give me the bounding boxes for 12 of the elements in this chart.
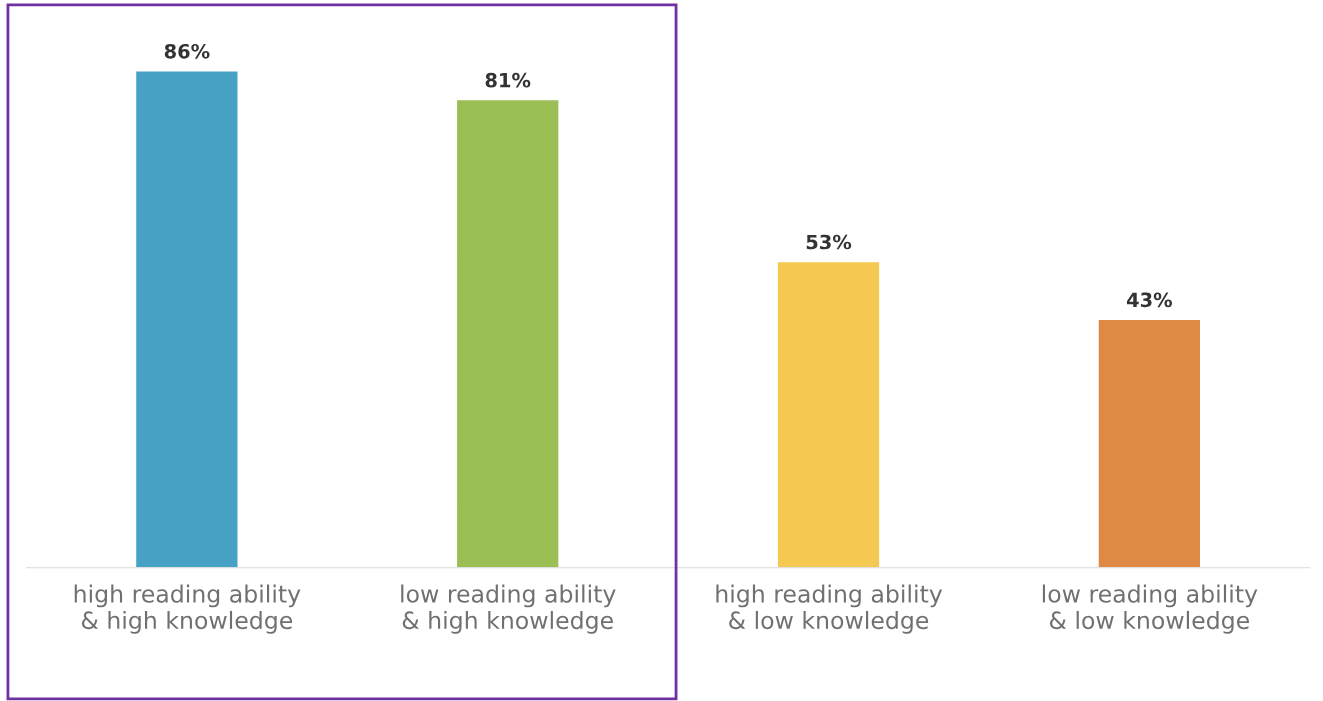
x-tick-label: low reading ability & high knowledge [401,584,616,634]
bar [134,70,239,568]
x-tick-label: high reading ability & high knowledge [74,584,301,634]
bar [1097,318,1202,568]
x-tick-label: high reading ability & low knowledge [716,584,943,634]
data-label: 86% [164,43,210,59]
bar [455,98,560,568]
data-label: 43% [1126,292,1173,308]
data-label: 81% [485,72,531,88]
data-label: 53% [806,234,852,250]
x-tick-label: low reading ability & low knowledge [1042,584,1258,634]
bar [776,260,881,568]
